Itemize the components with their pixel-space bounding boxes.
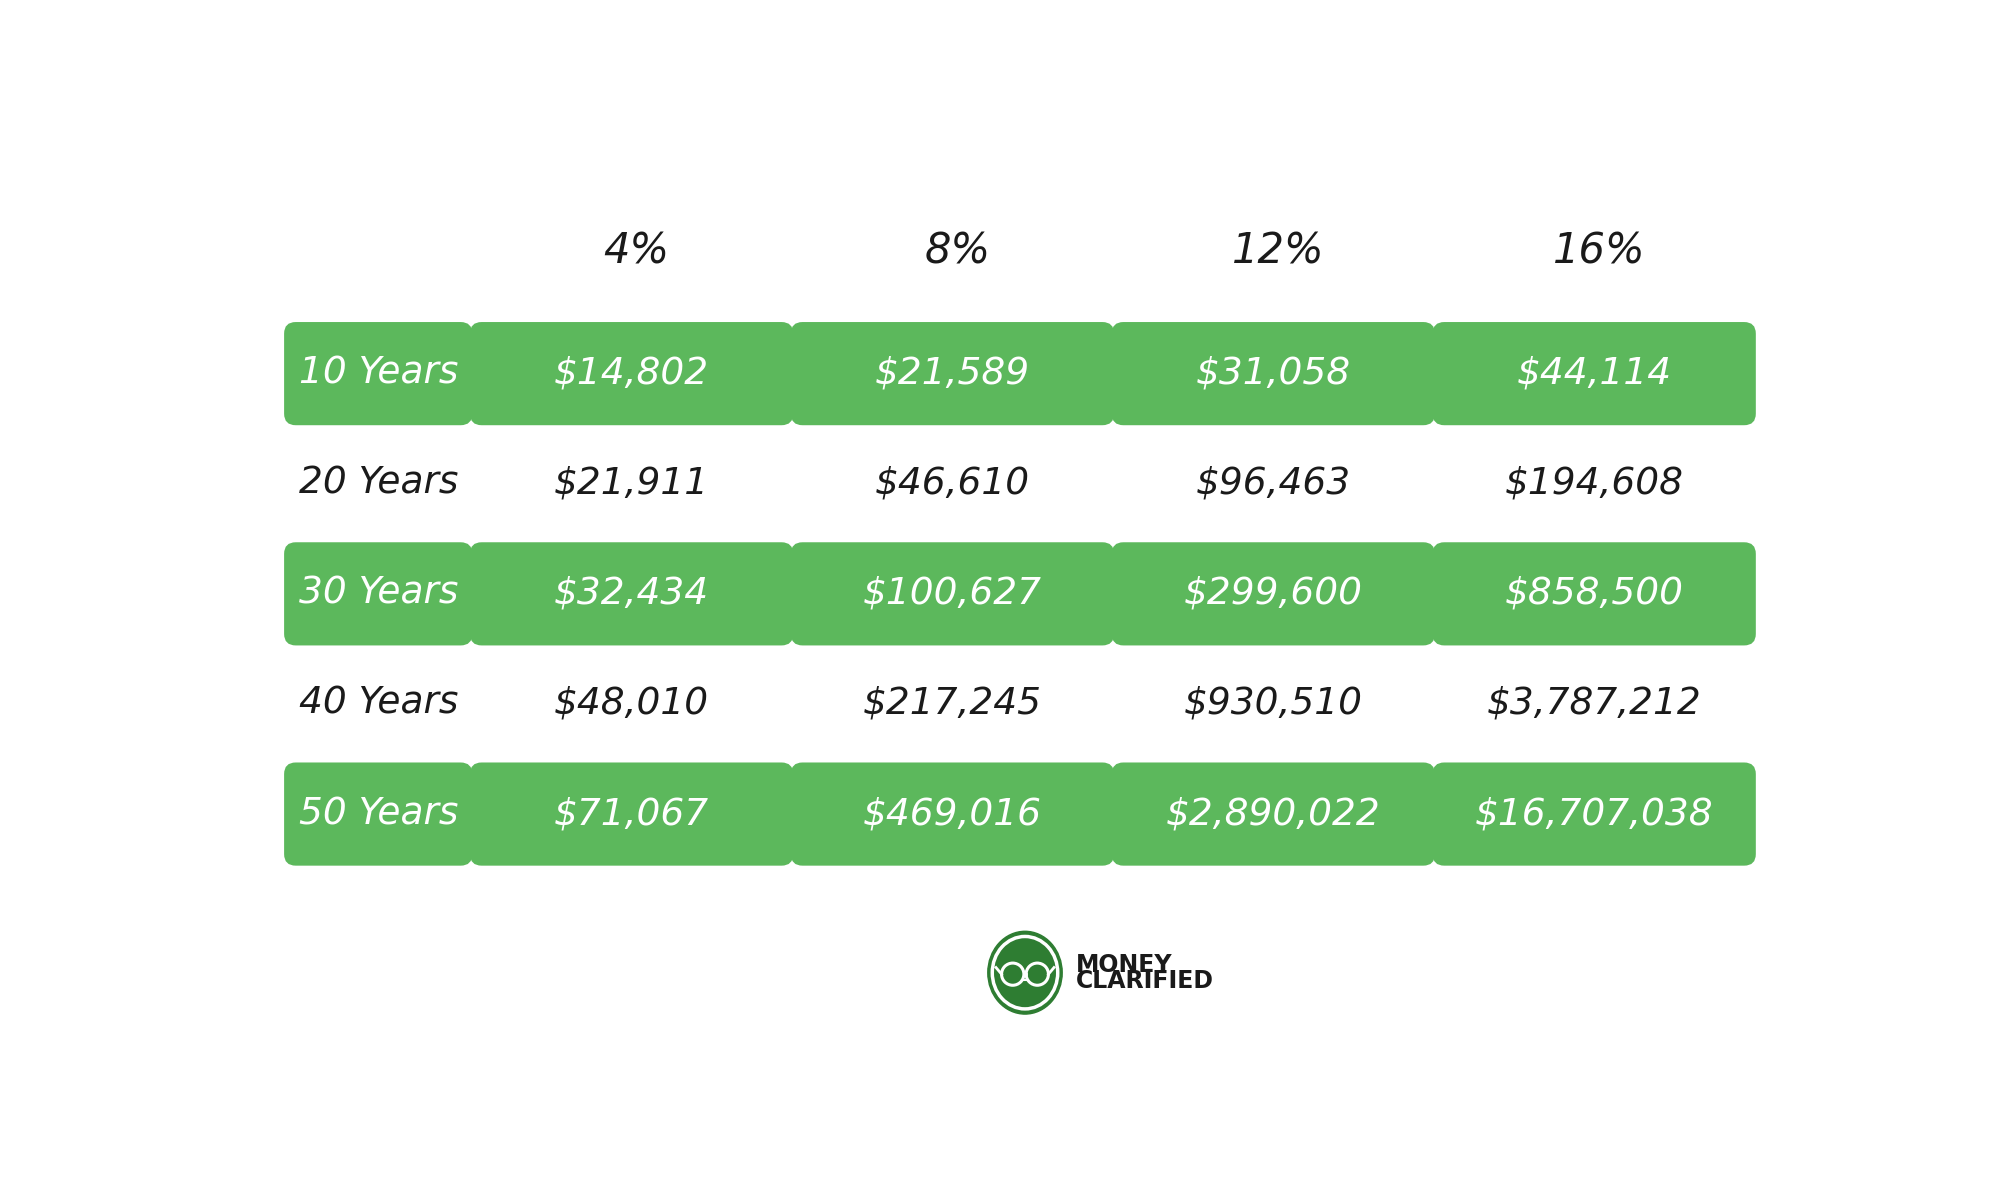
Text: $31,058: $31,058	[1196, 356, 1350, 392]
Text: $32,434: $32,434	[554, 576, 710, 612]
FancyBboxPatch shape	[790, 762, 1114, 865]
Text: $48,010: $48,010	[554, 686, 710, 722]
FancyBboxPatch shape	[284, 543, 472, 645]
Ellipse shape	[988, 931, 1062, 1015]
Text: $100,627: $100,627	[862, 576, 1042, 612]
Text: $858,500: $858,500	[1504, 576, 1684, 612]
Text: 50 Years: 50 Years	[298, 796, 458, 832]
Text: $46,610: $46,610	[874, 466, 1030, 502]
FancyBboxPatch shape	[284, 762, 472, 865]
Text: $14,802: $14,802	[554, 356, 710, 392]
FancyBboxPatch shape	[1112, 321, 1434, 425]
Text: 20 Years: 20 Years	[298, 466, 458, 502]
Text: $217,245: $217,245	[862, 686, 1042, 722]
Text: 8%: 8%	[924, 231, 990, 272]
FancyBboxPatch shape	[1112, 543, 1434, 645]
Text: 12%: 12%	[1232, 231, 1324, 272]
FancyBboxPatch shape	[1112, 762, 1434, 865]
FancyBboxPatch shape	[1432, 543, 1756, 645]
Circle shape	[1002, 963, 1024, 985]
FancyBboxPatch shape	[470, 321, 794, 425]
Text: 16%: 16%	[1554, 231, 1646, 272]
FancyBboxPatch shape	[1432, 321, 1756, 425]
Text: $16,707,038: $16,707,038	[1474, 796, 1714, 832]
Text: $44,114: $44,114	[1516, 356, 1672, 392]
Text: $3,787,212: $3,787,212	[1486, 686, 1702, 722]
Text: MONEY: MONEY	[1076, 952, 1172, 976]
Text: 4%: 4%	[604, 231, 670, 272]
Text: $21,589: $21,589	[874, 356, 1030, 392]
Text: 40 Years: 40 Years	[298, 686, 458, 722]
Text: $194,608: $194,608	[1504, 466, 1684, 502]
Text: 10 Years: 10 Years	[298, 356, 458, 392]
Text: $96,463: $96,463	[1196, 466, 1350, 502]
FancyBboxPatch shape	[1432, 762, 1756, 865]
FancyBboxPatch shape	[790, 321, 1114, 425]
Text: $2,890,022: $2,890,022	[1166, 796, 1380, 832]
FancyBboxPatch shape	[470, 543, 794, 645]
FancyBboxPatch shape	[470, 762, 794, 865]
Text: 30 Years: 30 Years	[298, 576, 458, 612]
FancyBboxPatch shape	[790, 543, 1114, 645]
Text: $21,911: $21,911	[554, 466, 710, 502]
Text: $299,600: $299,600	[1184, 576, 1362, 612]
Text: CLARIFIED: CLARIFIED	[1076, 969, 1214, 993]
Circle shape	[1026, 963, 1048, 985]
Text: $930,510: $930,510	[1184, 686, 1362, 722]
FancyBboxPatch shape	[284, 321, 472, 425]
Text: $469,016: $469,016	[862, 796, 1042, 832]
Text: $71,067: $71,067	[554, 796, 710, 832]
